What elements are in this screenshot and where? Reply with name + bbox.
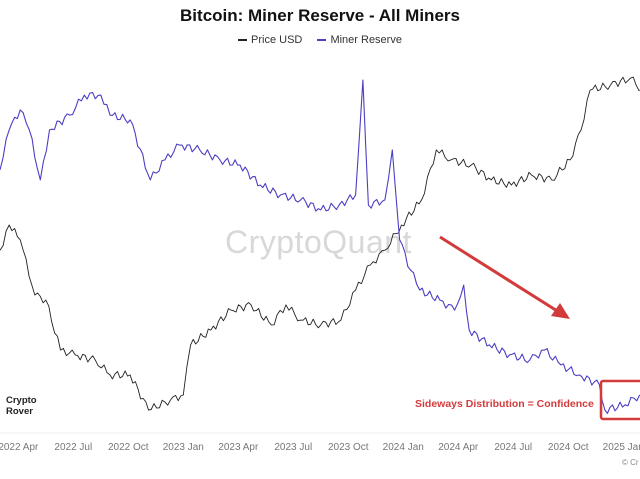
- x-tick-label: 2025 Jan: [603, 442, 640, 453]
- watermark: CryptoQuant: [225, 224, 412, 260]
- x-tick-label: 2024 Jan: [383, 442, 424, 453]
- x-tick-label: 2024 Apr: [438, 442, 479, 453]
- crypto-rover-logo: Crypto Rover: [6, 395, 37, 417]
- x-tick-label: 2023 Oct: [328, 442, 369, 453]
- price-swatch-icon: [238, 39, 248, 41]
- x-tick-label: 2023 Jan: [163, 442, 204, 453]
- copyright: © Cr: [622, 458, 639, 467]
- legend-price[interactable]: Price USD: [238, 34, 302, 46]
- logo-line-1: Crypto: [6, 395, 37, 406]
- red-arrow: [439, 235, 570, 319]
- annotation-text: Sideways Distribution = Confidence: [415, 398, 594, 410]
- legend-reserve[interactable]: Miner Reserve: [317, 34, 402, 46]
- x-tick-label: 2022 Apr: [0, 442, 39, 453]
- legend-price-label: Price USD: [251, 34, 303, 46]
- x-tick-label: 2022 Oct: [108, 442, 149, 453]
- x-tick-label: 2024 Jul: [494, 442, 532, 453]
- logo-line-2: Rover: [6, 406, 33, 417]
- legend: Price USD Miner Reserve: [0, 34, 640, 46]
- miner-reserve-line: [0, 79, 640, 414]
- chart-title: Bitcoin: Miner Reserve - All Miners: [180, 6, 460, 25]
- x-tick-label: 2024 Oct: [548, 442, 589, 453]
- highlight-box: [599, 379, 640, 421]
- legend-reserve-label: Miner Reserve: [330, 34, 402, 46]
- x-tick-label: 2023 Apr: [218, 442, 259, 453]
- x-tick-label: 2023 Jul: [274, 442, 312, 453]
- price-usd-line: [0, 76, 640, 411]
- reserve-swatch-icon: [317, 39, 327, 41]
- x-tick-label: 2022 Jul: [54, 442, 92, 453]
